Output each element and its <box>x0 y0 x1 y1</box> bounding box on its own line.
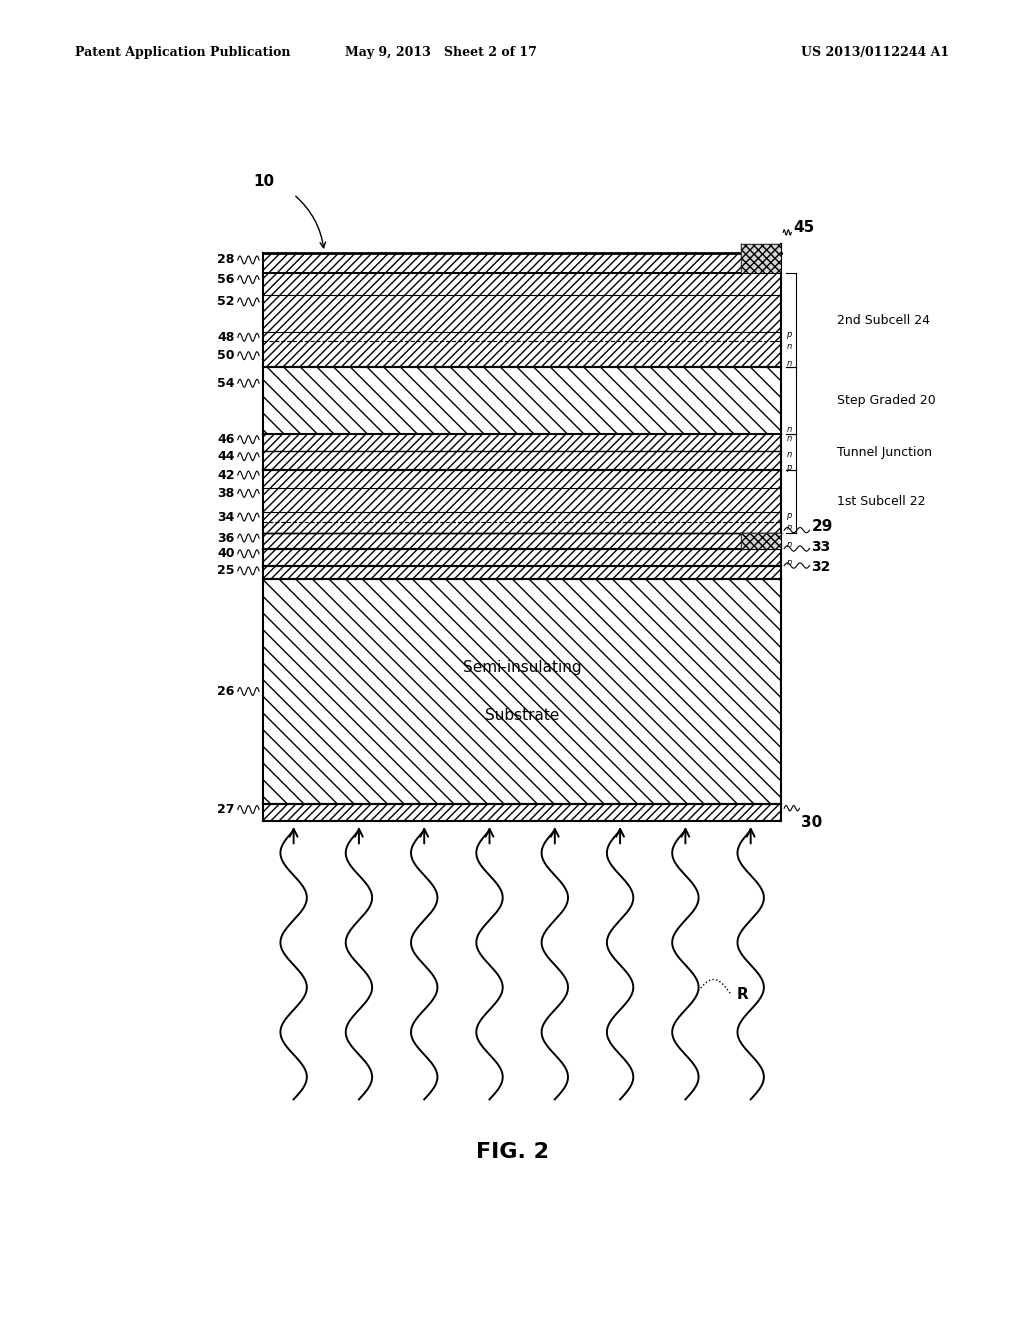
Bar <box>263 565 781 578</box>
Bar <box>263 578 781 804</box>
Text: Step Graded 20: Step Graded 20 <box>837 395 936 408</box>
Bar <box>263 367 781 434</box>
Bar <box>263 253 781 273</box>
Text: 45: 45 <box>794 219 814 235</box>
Bar <box>263 470 781 533</box>
Text: 42: 42 <box>217 469 234 482</box>
Text: FIG. 2: FIG. 2 <box>475 1142 549 1162</box>
Bar <box>263 253 781 273</box>
Text: Patent Application Publication: Patent Application Publication <box>75 46 291 59</box>
Text: 52: 52 <box>217 296 234 309</box>
Bar <box>263 367 781 434</box>
Text: 32: 32 <box>812 560 831 574</box>
Text: n: n <box>786 359 792 368</box>
Bar <box>263 533 781 549</box>
Text: Tunnel Junction: Tunnel Junction <box>837 446 932 458</box>
Bar <box>263 804 781 821</box>
Text: p: p <box>786 330 792 339</box>
Text: n: n <box>786 450 792 458</box>
Bar <box>263 273 781 367</box>
Bar <box>263 533 781 549</box>
Bar <box>263 578 781 804</box>
Text: n: n <box>786 540 792 549</box>
Text: 1st Subcell 22: 1st Subcell 22 <box>837 495 926 508</box>
Text: 44: 44 <box>217 450 234 463</box>
Text: R: R <box>736 987 748 1002</box>
Text: May 9, 2013   Sheet 2 of 17: May 9, 2013 Sheet 2 of 17 <box>345 46 537 59</box>
Text: n: n <box>786 523 792 532</box>
Text: 26: 26 <box>217 685 234 698</box>
Text: n: n <box>786 434 792 442</box>
Text: 33: 33 <box>812 540 830 554</box>
Text: 40: 40 <box>217 548 234 560</box>
Text: n: n <box>786 342 792 351</box>
Text: 27: 27 <box>217 803 234 816</box>
Text: 29: 29 <box>812 519 833 533</box>
Bar <box>263 434 781 451</box>
Bar <box>263 804 781 821</box>
Text: 28: 28 <box>217 253 234 267</box>
Text: 54: 54 <box>217 376 234 389</box>
Bar <box>263 451 781 470</box>
Bar <box>740 533 781 549</box>
Bar <box>263 549 781 565</box>
Text: 50: 50 <box>217 350 234 362</box>
Bar <box>740 244 781 273</box>
Text: US 2013/0112244 A1: US 2013/0112244 A1 <box>801 46 949 59</box>
Bar <box>263 451 781 470</box>
Bar <box>263 273 781 367</box>
Text: 36: 36 <box>217 532 234 545</box>
Bar <box>740 244 781 273</box>
Bar <box>263 470 781 533</box>
Bar <box>263 434 781 451</box>
Text: p: p <box>786 511 792 520</box>
Text: Substrate: Substrate <box>485 708 559 722</box>
Text: 48: 48 <box>217 331 234 343</box>
Bar <box>263 549 781 565</box>
Text: 10: 10 <box>253 174 274 189</box>
Text: 34: 34 <box>217 511 234 524</box>
Text: Semi-insulating: Semi-insulating <box>463 660 582 676</box>
Bar <box>263 565 781 578</box>
Text: n: n <box>786 558 792 568</box>
Text: 2nd Subcell 24: 2nd Subcell 24 <box>837 314 930 327</box>
Text: 30: 30 <box>802 816 822 830</box>
Bar <box>740 533 781 549</box>
Text: n: n <box>786 425 792 434</box>
Text: 25: 25 <box>217 565 234 577</box>
Text: 46: 46 <box>217 433 234 446</box>
Text: 56: 56 <box>217 273 234 286</box>
Text: 38: 38 <box>217 487 234 500</box>
Text: p: p <box>786 463 792 471</box>
